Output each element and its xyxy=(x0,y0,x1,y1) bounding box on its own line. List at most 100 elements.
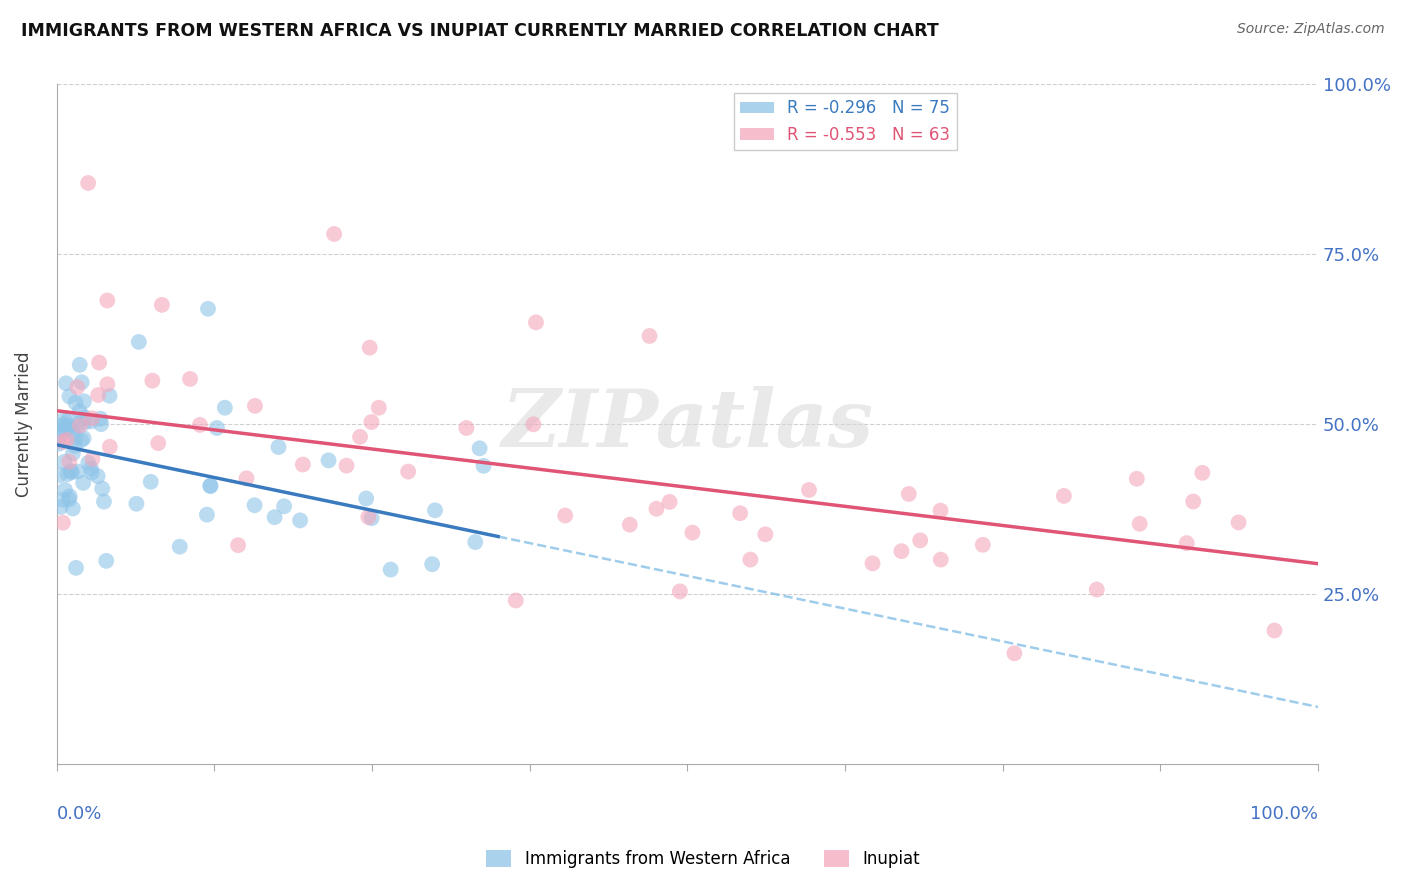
Text: IMMIGRANTS FROM WESTERN AFRICA VS INUPIAT CURRENTLY MARRIED CORRELATION CHART: IMMIGRANTS FROM WESTERN AFRICA VS INUPIA… xyxy=(21,22,939,40)
Point xyxy=(55,423,77,437)
Point xyxy=(53,418,76,433)
Point xyxy=(48,429,70,443)
Point xyxy=(360,511,382,525)
Point xyxy=(65,430,87,444)
Point xyxy=(318,453,340,467)
Legend: Immigrants from Western Africa, Inupiat: Immigrants from Western Africa, Inupiat xyxy=(479,843,927,875)
Point xyxy=(263,510,285,524)
Point xyxy=(60,424,83,438)
Point xyxy=(53,455,76,469)
Point xyxy=(890,544,912,558)
Point xyxy=(66,465,89,479)
Point xyxy=(80,466,103,480)
Text: 0.0%: 0.0% xyxy=(56,805,103,823)
Point xyxy=(62,501,84,516)
Point xyxy=(141,374,163,388)
Point xyxy=(291,458,314,472)
Point xyxy=(62,446,84,460)
Point xyxy=(214,401,236,415)
Point xyxy=(89,356,111,370)
Point xyxy=(58,419,80,434)
Point xyxy=(349,430,371,444)
Point xyxy=(77,456,100,470)
Point xyxy=(754,527,776,541)
Point xyxy=(1002,646,1025,660)
Point xyxy=(367,401,389,415)
Text: Source: ZipAtlas.com: Source: ZipAtlas.com xyxy=(1237,22,1385,37)
Point xyxy=(200,479,222,493)
Point xyxy=(63,439,86,453)
Point xyxy=(56,433,79,447)
Text: ZIPatlas: ZIPatlas xyxy=(502,385,873,463)
Point xyxy=(357,510,380,524)
Point xyxy=(58,455,80,469)
Point xyxy=(93,494,115,508)
Point xyxy=(58,492,80,507)
Point xyxy=(86,469,108,483)
Point xyxy=(359,341,381,355)
Point xyxy=(638,329,661,343)
Point xyxy=(77,176,100,190)
Point xyxy=(80,414,103,428)
Point xyxy=(423,503,446,517)
Point xyxy=(1263,624,1285,638)
Point xyxy=(524,315,547,329)
Point xyxy=(1175,536,1198,550)
Point xyxy=(65,561,87,575)
Point xyxy=(89,411,111,425)
Point xyxy=(267,440,290,454)
Point xyxy=(59,489,82,503)
Point xyxy=(49,500,72,514)
Point xyxy=(80,411,103,425)
Point xyxy=(505,593,527,607)
Point xyxy=(90,417,112,431)
Point xyxy=(69,358,91,372)
Point xyxy=(169,540,191,554)
Point xyxy=(98,440,121,454)
Point xyxy=(420,557,443,571)
Point xyxy=(243,498,266,512)
Point xyxy=(65,395,87,409)
Point xyxy=(150,298,173,312)
Point xyxy=(658,495,681,509)
Point xyxy=(1227,516,1250,530)
Point xyxy=(70,434,93,448)
Point xyxy=(273,500,295,514)
Point xyxy=(125,497,148,511)
Point xyxy=(354,491,377,506)
Point xyxy=(48,436,70,450)
Point xyxy=(1053,489,1076,503)
Point xyxy=(226,538,249,552)
Point xyxy=(619,517,641,532)
Point xyxy=(1191,466,1213,480)
Point xyxy=(554,508,576,523)
Point xyxy=(464,535,486,549)
Point xyxy=(96,377,118,392)
Point xyxy=(72,475,94,490)
Point xyxy=(53,483,76,497)
Point xyxy=(73,394,96,409)
Point xyxy=(669,584,692,599)
Point xyxy=(148,436,170,450)
Point xyxy=(73,410,96,425)
Point xyxy=(66,380,89,394)
Point xyxy=(96,554,118,568)
Legend: R = -0.296   N = 75, R = -0.553   N = 63: R = -0.296 N = 75, R = -0.553 N = 63 xyxy=(734,93,956,151)
Point xyxy=(897,487,920,501)
Point xyxy=(55,376,77,391)
Y-axis label: Currently Married: Currently Married xyxy=(15,351,32,497)
Point xyxy=(59,464,82,478)
Point xyxy=(128,334,150,349)
Point xyxy=(69,418,91,433)
Text: 100.0%: 100.0% xyxy=(1250,805,1319,823)
Point xyxy=(797,483,820,497)
Point xyxy=(96,293,118,308)
Point xyxy=(335,458,357,473)
Point xyxy=(70,376,93,390)
Point xyxy=(740,552,762,566)
Point xyxy=(200,478,222,492)
Point xyxy=(472,458,495,473)
Point xyxy=(91,482,114,496)
Point xyxy=(1085,582,1108,597)
Point xyxy=(60,465,83,479)
